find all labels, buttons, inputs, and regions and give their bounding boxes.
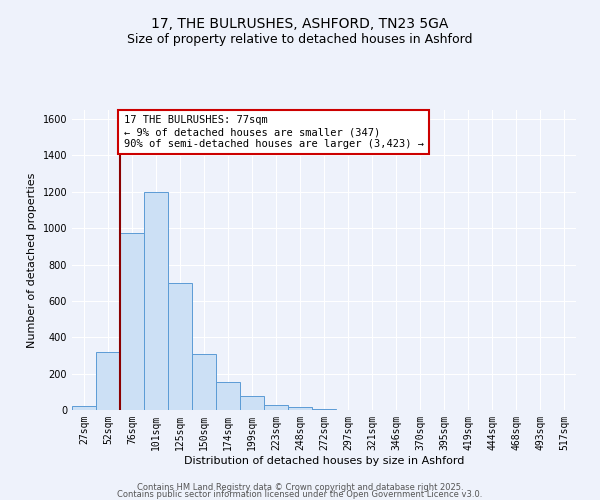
Bar <box>312 409 336 410</box>
Bar <box>144 192 168 410</box>
Bar <box>264 406 288 410</box>
Bar <box>240 396 264 410</box>
Bar <box>168 282 192 410</box>
Text: Size of property relative to detached houses in Ashford: Size of property relative to detached ho… <box>127 32 473 46</box>
Bar <box>216 382 240 410</box>
Text: 17, THE BULRUSHES, ASHFORD, TN23 5GA: 17, THE BULRUSHES, ASHFORD, TN23 5GA <box>151 18 449 32</box>
Bar <box>96 352 120 410</box>
Text: Contains public sector information licensed under the Open Government Licence v3: Contains public sector information licen… <box>118 490 482 499</box>
Y-axis label: Number of detached properties: Number of detached properties <box>27 172 37 348</box>
Text: 17 THE BULRUSHES: 77sqm
← 9% of detached houses are smaller (347)
90% of semi-de: 17 THE BULRUSHES: 77sqm ← 9% of detached… <box>124 116 424 148</box>
X-axis label: Distribution of detached houses by size in Ashford: Distribution of detached houses by size … <box>184 456 464 466</box>
Bar <box>120 232 144 410</box>
Bar <box>288 408 312 410</box>
Bar <box>192 354 216 410</box>
Bar <box>72 406 96 410</box>
Text: Contains HM Land Registry data © Crown copyright and database right 2025.: Contains HM Land Registry data © Crown c… <box>137 482 463 492</box>
